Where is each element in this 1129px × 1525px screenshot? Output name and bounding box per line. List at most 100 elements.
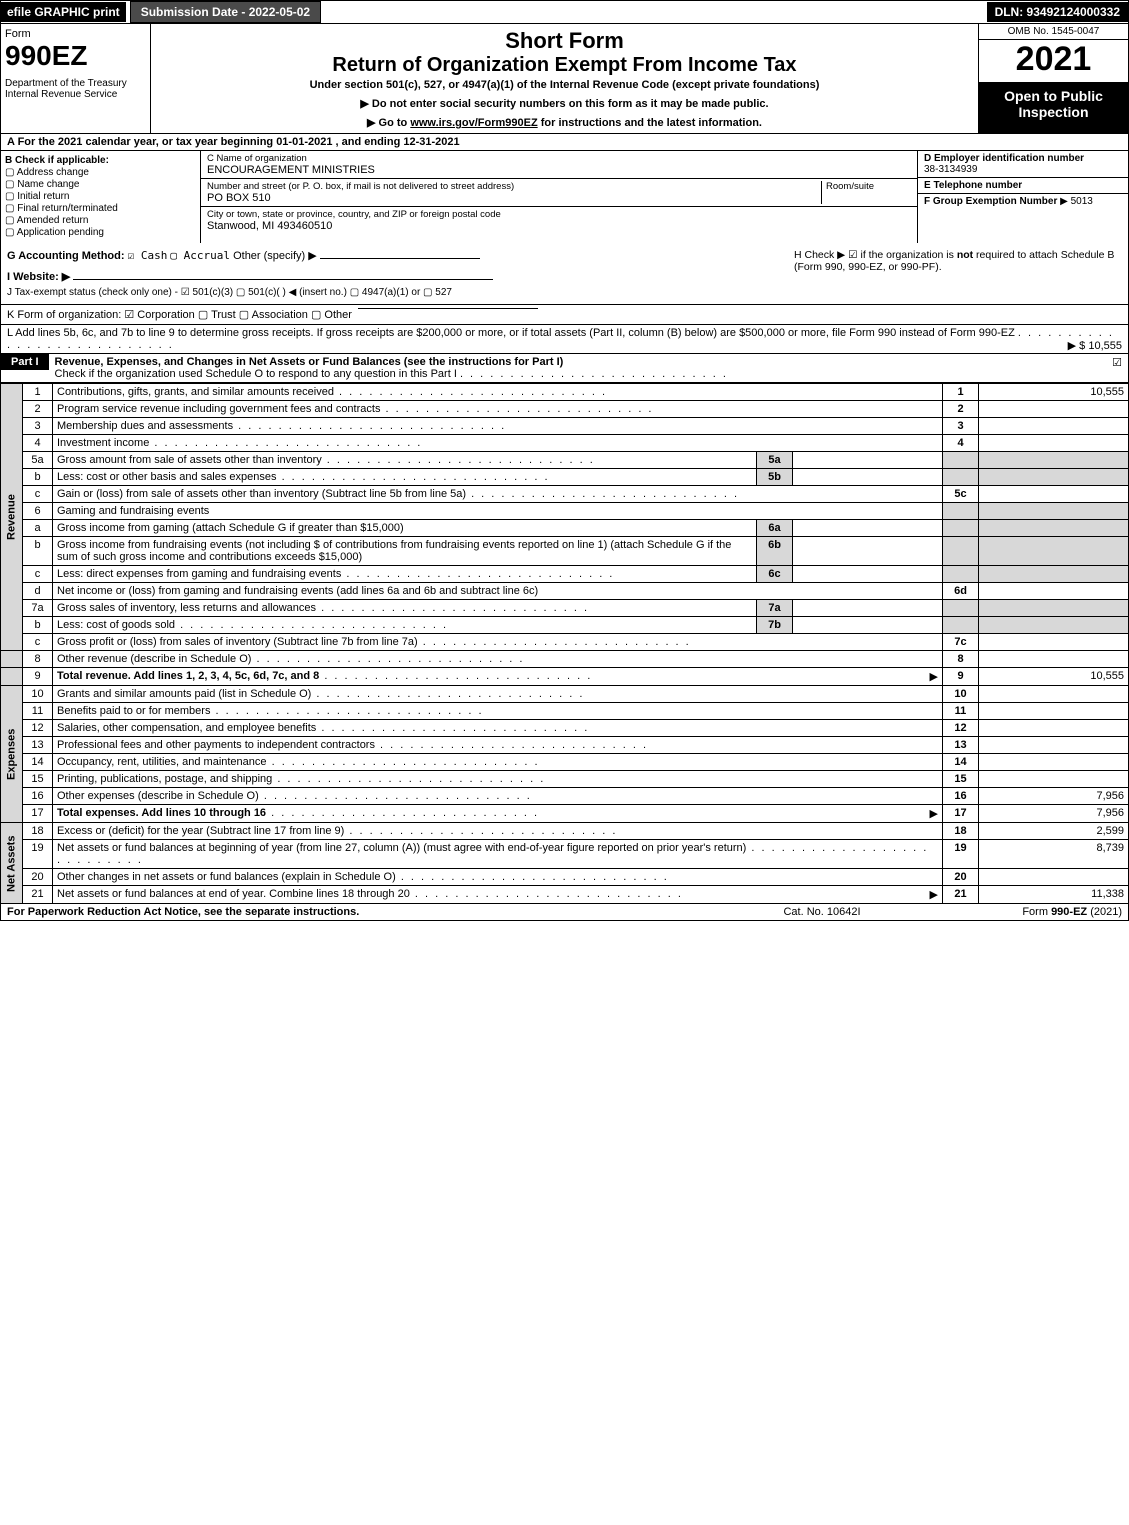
line-18-num: 18 bbox=[943, 823, 979, 840]
line-20-desc: Other changes in net assets or fund bala… bbox=[53, 869, 943, 886]
row-l: L Add lines 5b, 6c, and 7b to line 9 to … bbox=[0, 325, 1129, 354]
line-17-num: 17 bbox=[943, 805, 979, 823]
line-9-text: Total revenue. Add lines 1, 2, 3, 4, 5c,… bbox=[57, 670, 319, 682]
chk-initial-return[interactable]: Initial return bbox=[5, 191, 196, 202]
line-7a-shade bbox=[943, 600, 979, 617]
entity-info: B Check if applicable: Address change Na… bbox=[0, 151, 1129, 243]
revenue-table: Revenue 1 Contributions, gifts, grants, … bbox=[0, 383, 1129, 904]
row-k-line[interactable] bbox=[358, 308, 538, 309]
line-10-val bbox=[979, 686, 1129, 703]
efile-label[interactable]: efile GRAPHIC print bbox=[1, 2, 126, 22]
line-17-arrow: ▶ bbox=[930, 807, 938, 820]
line-6c-sub: 6c bbox=[757, 566, 793, 583]
chk-address-change[interactable]: Address change bbox=[5, 167, 196, 178]
line-7a-subval bbox=[793, 600, 943, 617]
line-7a-sub: 7a bbox=[757, 600, 793, 617]
line-15-text: Printing, publications, postage, and shi… bbox=[57, 773, 272, 785]
website-line[interactable] bbox=[73, 279, 493, 280]
chk-cash[interactable]: ☑ Cash bbox=[128, 249, 168, 262]
line-2-no: 2 bbox=[23, 401, 53, 418]
dln-label: DLN: 93492124000332 bbox=[987, 2, 1128, 22]
line-5b-no: b bbox=[23, 469, 53, 486]
line-17-no: 17 bbox=[23, 805, 53, 823]
line-6b-shade bbox=[943, 537, 979, 566]
line-6b-sub: 6b bbox=[757, 537, 793, 566]
row-g: G Accounting Method: ☑ Cash ▢ Accrual Ot… bbox=[1, 243, 788, 304]
line-18-desc: Excess or (deficit) for the year (Subtra… bbox=[53, 823, 943, 840]
line-21-text: Net assets or fund balances at end of ye… bbox=[57, 888, 410, 900]
line-19-val: 8,739 bbox=[979, 840, 1129, 869]
line-16-num: 16 bbox=[943, 788, 979, 805]
line-3-no: 3 bbox=[23, 418, 53, 435]
line-1-num: 1 bbox=[943, 384, 979, 401]
line-4-desc: Investment income bbox=[53, 435, 943, 452]
line-6b-desc: Gross income from fundraising events (no… bbox=[53, 537, 757, 566]
footer-right: Form 990-EZ (2021) bbox=[922, 906, 1122, 918]
footer-right-post: (2021) bbox=[1087, 906, 1122, 918]
footer-catno: Cat. No. 10642I bbox=[722, 906, 922, 918]
part1-check-text: Check if the organization used Schedule … bbox=[55, 368, 457, 380]
city-value: Stanwood, MI 493460510 bbox=[207, 220, 911, 232]
line-5c-text: Gain or (loss) from sale of assets other… bbox=[57, 488, 466, 500]
chk-accrual[interactable]: ▢ Accrual bbox=[170, 249, 230, 262]
line-6a-desc: Gross income from gaming (attach Schedul… bbox=[53, 520, 757, 537]
col-c-name-address: C Name of organization ENCOURAGEMENT MIN… bbox=[201, 151, 918, 243]
line-7b-text: Less: cost of goods sold bbox=[57, 619, 175, 631]
line-20-no: 20 bbox=[23, 869, 53, 886]
line-14-val bbox=[979, 754, 1129, 771]
line-13-num: 13 bbox=[943, 737, 979, 754]
line-5b-shade2 bbox=[979, 469, 1129, 486]
chk-final-return[interactable]: Final return/terminated bbox=[5, 203, 196, 214]
col-d-ein: D Employer identification number 38-3134… bbox=[918, 151, 1128, 243]
line-7a-shade2 bbox=[979, 600, 1129, 617]
line-10-num: 10 bbox=[943, 686, 979, 703]
chk-application-pending[interactable]: Application pending bbox=[5, 227, 196, 238]
line-21-num: 21 bbox=[943, 886, 979, 904]
part1-dots bbox=[460, 368, 728, 380]
line-5a-no: 5a bbox=[23, 452, 53, 469]
line-2-desc: Program service revenue including govern… bbox=[53, 401, 943, 418]
form-number: 990EZ bbox=[5, 40, 146, 72]
note2-pre: ▶ Go to bbox=[367, 117, 410, 129]
line-19-desc: Net assets or fund balances at beginning… bbox=[53, 840, 943, 869]
line-6b-no: b bbox=[23, 537, 53, 566]
line-14-text: Occupancy, rent, utilities, and maintena… bbox=[57, 756, 267, 768]
irs-link[interactable]: www.irs.gov/Form990EZ bbox=[410, 117, 537, 129]
line-6c-shade bbox=[943, 566, 979, 583]
col-b-header: B Check if applicable: bbox=[5, 155, 196, 166]
line-14-no: 14 bbox=[23, 754, 53, 771]
line-17-text: Total expenses. Add lines 10 through 16 bbox=[57, 807, 266, 819]
line-4-num: 4 bbox=[943, 435, 979, 452]
telephone-label: E Telephone number bbox=[924, 180, 1122, 191]
other-line[interactable] bbox=[320, 258, 480, 259]
row-h-not: not bbox=[957, 249, 973, 261]
line-13-no: 13 bbox=[23, 737, 53, 754]
line-12-num: 12 bbox=[943, 720, 979, 737]
footer-left: For Paperwork Reduction Act Notice, see … bbox=[7, 906, 722, 918]
line-18-text: Excess or (deficit) for the year (Subtra… bbox=[57, 825, 344, 837]
line-7b-subval bbox=[793, 617, 943, 634]
group-exemption-label: F Group Exemption Number bbox=[924, 196, 1057, 207]
line-6d-val bbox=[979, 583, 1129, 600]
line-4-no: 4 bbox=[23, 435, 53, 452]
line-16-desc: Other expenses (describe in Schedule O) bbox=[53, 788, 943, 805]
line-5a-subval bbox=[793, 452, 943, 469]
line-18-no: 18 bbox=[23, 823, 53, 840]
line-15-desc: Printing, publications, postage, and shi… bbox=[53, 771, 943, 788]
line-10-desc: Grants and similar amounts paid (list in… bbox=[53, 686, 943, 703]
line-6c-no: c bbox=[23, 566, 53, 583]
line-16-text: Other expenses (describe in Schedule O) bbox=[57, 790, 259, 802]
line-2-val bbox=[979, 401, 1129, 418]
part1-checkbox[interactable]: ☑ bbox=[1106, 354, 1128, 371]
chk-name-change[interactable]: Name change bbox=[5, 179, 196, 190]
ein-block: D Employer identification number 38-3134… bbox=[918, 151, 1128, 178]
submission-date: Submission Date - 2022-05-02 bbox=[130, 1, 321, 23]
line-6c-shade2 bbox=[979, 566, 1129, 583]
line-9-desc: Total revenue. Add lines 1, 2, 3, 4, 5c,… bbox=[53, 668, 943, 686]
org-name-value: ENCOURAGEMENT MINISTRIES bbox=[207, 164, 911, 176]
chk-amended-return[interactable]: Amended return bbox=[5, 215, 196, 226]
line-17-desc: Total expenses. Add lines 10 through 16 … bbox=[53, 805, 943, 823]
rev-gap2 bbox=[1, 668, 23, 686]
line-7b-sub: 7b bbox=[757, 617, 793, 634]
netassets-side-label: Net Assets bbox=[1, 823, 23, 904]
